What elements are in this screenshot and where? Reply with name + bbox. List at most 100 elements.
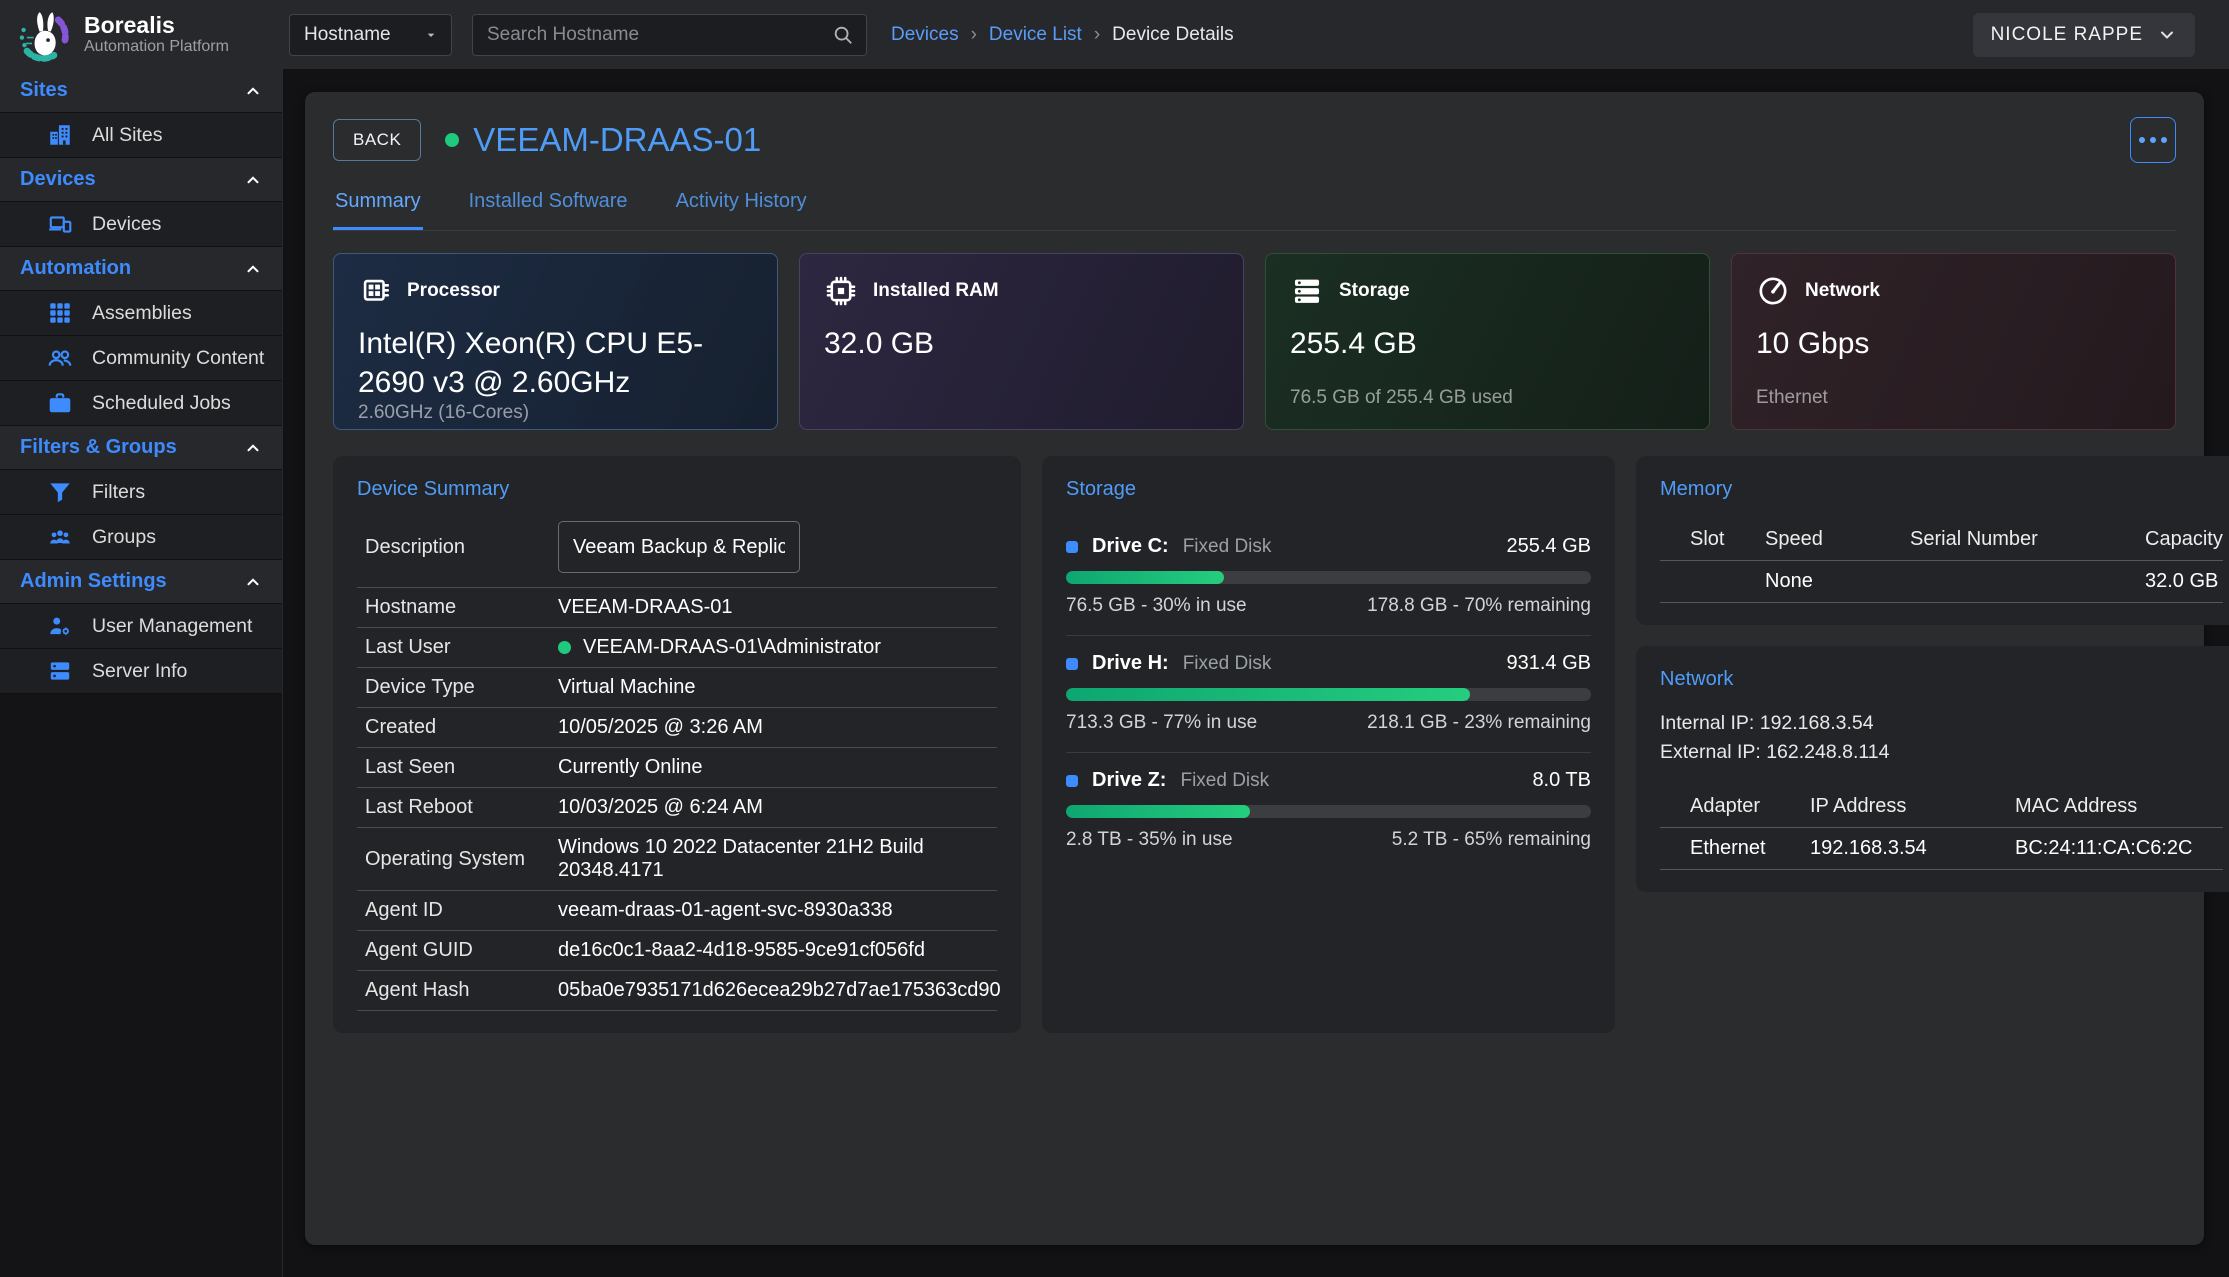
row-value: VEEAM-DRAAS-01\Administrator [558, 636, 997, 659]
sidebar-item-filters[interactable]: Filters [0, 470, 282, 515]
sidebar-item-scheduled-jobs[interactable]: Scheduled Jobs [0, 381, 282, 426]
row-value: VEEAM-DRAAS-01 [558, 596, 733, 618]
panel-title: Network [1660, 668, 1734, 690]
breadcrumb-device-list[interactable]: Device List [988, 23, 1082, 45]
memory-header-serial: Serial Number [1910, 519, 2145, 561]
sidebar-section-filters-groups[interactable]: Filters & Groups [0, 426, 282, 470]
storage-panel: Storage Drive C: Fixed Disk 255.4 GB 76.… [1042, 456, 1615, 1033]
network-panel: Network Internal IP: 192.168.3.54 Extern… [1636, 646, 2229, 892]
drive-name: Drive H: [1092, 652, 1169, 674]
summary-row: Agent Hash 05ba0e7935171d626ecea29b27d7a… [357, 971, 1001, 1011]
sidebar-section-label: Devices [20, 168, 96, 190]
row-value: Virtual Machine [558, 676, 696, 698]
sidebar-item-community-content[interactable]: Community Content [0, 336, 282, 381]
sidebar-item-server-info[interactable]: Server Info [0, 649, 282, 694]
ellipsis-icon [2139, 137, 2145, 143]
processor-stat-card: Processor Intel(R) Xeon(R) CPU E5-2690 v… [333, 253, 778, 430]
drive-type: Fixed Disk [1182, 536, 1272, 557]
memory-cell-speed: None [1765, 561, 1910, 603]
briefcase-icon [49, 393, 71, 413]
row-label: Created [365, 716, 437, 738]
row-label: Hostname [365, 596, 457, 618]
sidebar-item-label: Groups [92, 525, 156, 548]
user-gear-icon [50, 617, 69, 635]
search-icon[interactable] [832, 24, 854, 46]
user-menu-button[interactable]: NICOLE RAPPE [1972, 12, 2195, 57]
tab-summary[interactable]: Summary [333, 180, 423, 230]
chevron-up-icon [247, 577, 259, 585]
memory-panel: Memory Slot Speed Serial Number Capacity… [1636, 456, 2229, 625]
row-label: Agent ID [365, 899, 443, 921]
sidebar-item-all-sites[interactable]: All Sites [0, 113, 282, 158]
row-label: Agent GUID [365, 939, 473, 961]
summary-row: Operating System Windows 10 2022 Datacen… [357, 828, 997, 891]
sidebar-item-user-management[interactable]: User Management [0, 604, 282, 649]
sidebar-section-automation[interactable]: Automation [0, 247, 282, 291]
stat-label: Storage [1339, 280, 1410, 301]
devices-icon [49, 216, 72, 233]
network-cell-adapter: Ethernet [1660, 828, 1810, 870]
sidebar-item-label: Server Info [92, 659, 188, 682]
people-icon [48, 350, 72, 366]
back-button[interactable]: BACK [333, 119, 422, 161]
row-value: de16c0c1-8aa2-4d18-9585-9ce91cf056fd [558, 939, 925, 961]
drive-usage-bar [1066, 688, 1591, 701]
sidebar-section-admin-settings[interactable]: Admin Settings [0, 560, 282, 604]
tab-installed-software[interactable]: Installed Software [467, 180, 630, 230]
online-dot [558, 641, 571, 654]
sidebar-item-groups[interactable]: Groups [0, 515, 282, 560]
hostname-filter-select[interactable]: Hostname [289, 13, 452, 56]
right-panel-column: Memory Slot Speed Serial Number Capacity… [1636, 456, 2229, 1033]
row-value: Windows 10 2022 Datacenter 21H2 Build 20… [558, 836, 924, 881]
sidebar-section-sites[interactable]: Sites [0, 69, 282, 113]
sidebar-item-label: Scheduled Jobs [92, 391, 231, 414]
sidebar-section-devices[interactable]: Devices [0, 158, 282, 202]
device-header: BACK VEEAM-DRAAS-01 [333, 116, 2176, 164]
row-label: Operating System [365, 847, 526, 870]
chevron-up-icon [247, 264, 259, 272]
search-input[interactable] [487, 23, 832, 46]
row-label: Last Seen [365, 756, 456, 778]
description-input[interactable] [558, 521, 800, 573]
drive-usage-bar [1066, 571, 1591, 584]
breadcrumb-device-details: Device Details [1112, 23, 1234, 45]
drive-usage-bar [1066, 805, 1591, 818]
groups-icon [50, 530, 70, 544]
drive-size: 255.4 GB [1506, 535, 1591, 557]
stat-card-row: Processor Intel(R) Xeon(R) CPU E5-2690 v… [333, 253, 2176, 430]
drive-row-c: Drive C: Fixed Disk 255.4 GB 76.5 GB - 3… [1066, 519, 1591, 636]
chevron-up-icon [247, 175, 259, 183]
row-value: 10/03/2025 @ 6:24 AM [558, 796, 763, 818]
drive-row-z: Drive Z: Fixed Disk 8.0 TB 2.8 TB - 35% … [1066, 753, 1591, 869]
breadcrumb-devices[interactable]: Devices [891, 23, 959, 45]
network-header-mac: MAC Address [2015, 786, 2223, 828]
sidebar-item-assemblies[interactable]: Assemblies [0, 291, 282, 336]
sidebar-item-label: Community Content [92, 346, 265, 369]
more-options-button[interactable] [2130, 117, 2176, 163]
brand-logo-block: Borealis Automation Platform [0, 0, 283, 69]
detail-panels: Device Summary Description Hostname VEEA… [333, 456, 2229, 1033]
summary-row: Created 10/05/2025 @ 3:26 AM [357, 708, 997, 748]
row-value: Currently Online [558, 756, 703, 778]
row-value: veeam-draas-01-agent-svc-8930a338 [558, 899, 893, 921]
memory-cell-capacity: 32.0 GB [2145, 561, 2223, 603]
chevron-up-icon [247, 443, 259, 451]
sidebar-section-label: Automation [20, 257, 132, 279]
drive-bullet-icon [1066, 774, 1078, 787]
brand-subtitle: Automation Platform [84, 38, 229, 56]
ram-stat-card: Installed RAM 32.0 GB [799, 253, 1244, 430]
external-ip: External IP: 162.248.8.114 [1660, 741, 1890, 764]
drive-row-h: Drive H: Fixed Disk 931.4 GB 713.3 GB - … [1066, 636, 1591, 753]
brand-name: Borealis [84, 11, 175, 38]
sidebar-item-devices[interactable]: Devices [0, 202, 282, 247]
hostname-filter-value: Hostname [304, 23, 391, 45]
sidebar-section-label: Sites [20, 79, 68, 101]
network-cell-ip: 192.168.3.54 [1810, 828, 2015, 870]
ellipsis-icon [2161, 137, 2167, 143]
sidebar-item-label: Assemblies [92, 301, 192, 324]
row-label: Agent Hash [365, 979, 470, 1001]
chevron-down-icon [2161, 31, 2173, 39]
tab-activity-history[interactable]: Activity History [674, 180, 809, 230]
memory-header-slot: Slot [1660, 519, 1765, 561]
summary-row: Last User VEEAM-DRAAS-01\Administrator [357, 628, 997, 668]
